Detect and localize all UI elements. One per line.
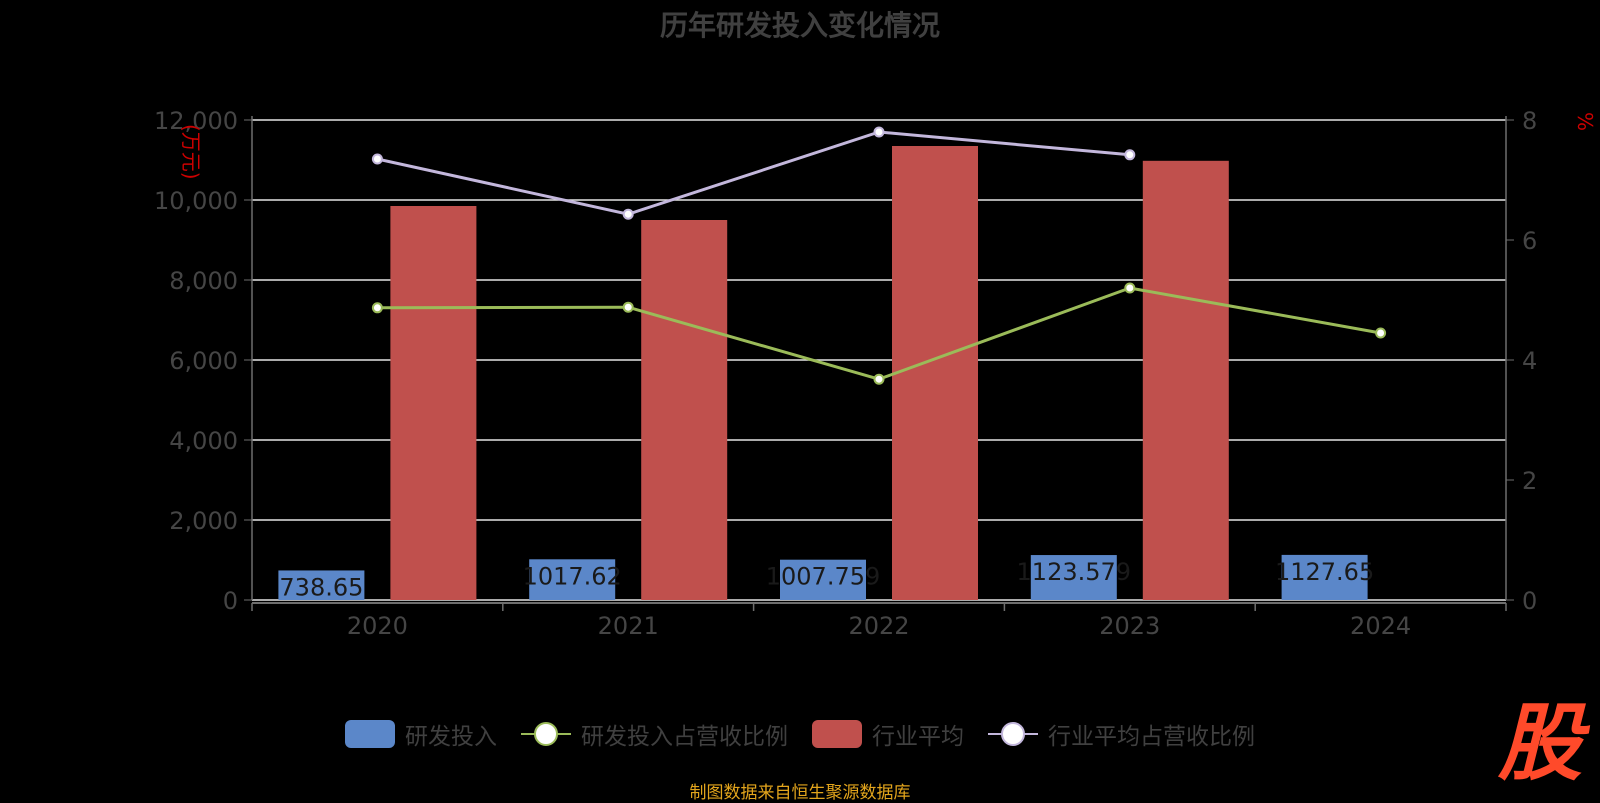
y-right-tick-label-3: 6 bbox=[1522, 227, 1537, 255]
bar-value-label-2024: 1127.65 bbox=[1275, 558, 1374, 586]
y-left-tick-label-5: 10,000 bbox=[154, 187, 238, 215]
legend-item-rd-ratio[interactable]: 研发投入占营收比例 bbox=[521, 717, 788, 751]
bar-value-label-2023: 1123.579 bbox=[1017, 558, 1132, 586]
y-right-tick-label-2: 4 bbox=[1522, 347, 1537, 375]
y-left-unit-label: (万元) bbox=[179, 124, 203, 180]
bar-rd-input-2024 bbox=[1281, 554, 1368, 600]
point-industry-ratio-2022 bbox=[873, 126, 885, 138]
legend-swatch-rd-ratio bbox=[521, 722, 571, 746]
legend-item-industry-ratio[interactable]: 行业平均占营收比例 bbox=[988, 717, 1255, 751]
x-tick-label-2024: 2024 bbox=[1350, 612, 1411, 640]
y-left-tick-label-0: 0 bbox=[223, 587, 238, 615]
line-industry-ratio bbox=[377, 130, 1130, 216]
x-tick-label-2023: 2023 bbox=[1099, 612, 1160, 640]
chart-title: 历年研发投入变化情况 bbox=[659, 9, 940, 42]
point-rd-ratio-2021 bbox=[622, 301, 634, 313]
y-left-tick-label-3: 6,000 bbox=[169, 347, 238, 375]
chart-canvas: 0 2,000 4,000 6,000 8,000 10,000 12,000 0 2 4 6 8 (万… bbox=[154, 107, 1597, 640]
point-rd-ratio-2023 bbox=[1124, 282, 1136, 294]
legend-label-industry-avg: 行业平均 bbox=[872, 724, 964, 750]
data-source-footer: 制图数据来自恒生聚源数据库 bbox=[689, 783, 911, 803]
line-rd-ratio bbox=[377, 286, 1381, 381]
legend: 研发投入 研发投入占营收比例 行业平均 行业平均占营收比例 bbox=[0, 716, 1600, 752]
bar-rd-input-2021 bbox=[529, 559, 616, 600]
point-rd-ratio-2022 bbox=[873, 373, 885, 385]
legend-item-rd-input[interactable]: 研发投入 bbox=[345, 717, 497, 751]
legend-item-industry-avg[interactable]: 行业平均 bbox=[812, 717, 964, 751]
point-industry-ratio-2021 bbox=[622, 208, 634, 220]
y-left-tick-label-4: 8,000 bbox=[169, 267, 238, 295]
point-industry-ratio-2023 bbox=[1124, 149, 1136, 161]
bar-value-label-2022: 1007.759 bbox=[766, 563, 881, 591]
bar-rd-input-2023 bbox=[1030, 555, 1117, 600]
bar-industry-avg-2023 bbox=[1142, 160, 1229, 601]
y-left-tick-label-1: 2,000 bbox=[169, 507, 238, 535]
y-left-tick-label-6: 12,000 bbox=[154, 107, 238, 135]
legend-swatch-industry-ratio bbox=[988, 722, 1038, 746]
legend-swatch-rd-input bbox=[345, 720, 395, 748]
legend-label-industry-ratio: 行业平均占营收比例 bbox=[1048, 724, 1255, 750]
bar-value-label-2020: 738.65 bbox=[279, 573, 363, 601]
bar-rd-input-2020 bbox=[278, 570, 365, 600]
y-right-tick-label-4: 8 bbox=[1522, 107, 1537, 135]
x-tick-label-2020: 2020 bbox=[347, 612, 408, 640]
y-right-tick-label-1: 2 bbox=[1522, 467, 1537, 495]
bar-value-label-2021: 1017.62 bbox=[523, 562, 622, 590]
legend-label-rd-ratio: 研发投入占营收比例 bbox=[581, 724, 788, 750]
bar-rd-input-2022 bbox=[780, 559, 866, 600]
brand-logo: 股 bbox=[1497, 694, 1582, 792]
y-left-tick-label-2: 4,000 bbox=[169, 427, 238, 455]
legend-swatch-industry-avg bbox=[812, 720, 862, 748]
point-industry-ratio-2020 bbox=[371, 153, 383, 165]
y-right-tick-label-0: 0 bbox=[1522, 587, 1537, 615]
bar-industry-avg-2021 bbox=[641, 220, 728, 600]
y-right-unit-label: % bbox=[1573, 112, 1597, 131]
legend-label-rd-input: 研发投入 bbox=[405, 724, 497, 750]
x-tick-label-2022: 2022 bbox=[848, 612, 909, 640]
point-rd-ratio-2024 bbox=[1375, 327, 1387, 339]
point-rd-ratio-2020 bbox=[371, 302, 383, 314]
bar-industry-avg-2020 bbox=[390, 206, 477, 600]
bar-industry-avg-2022 bbox=[892, 146, 978, 600]
x-tick-label-2021: 2021 bbox=[598, 612, 659, 640]
